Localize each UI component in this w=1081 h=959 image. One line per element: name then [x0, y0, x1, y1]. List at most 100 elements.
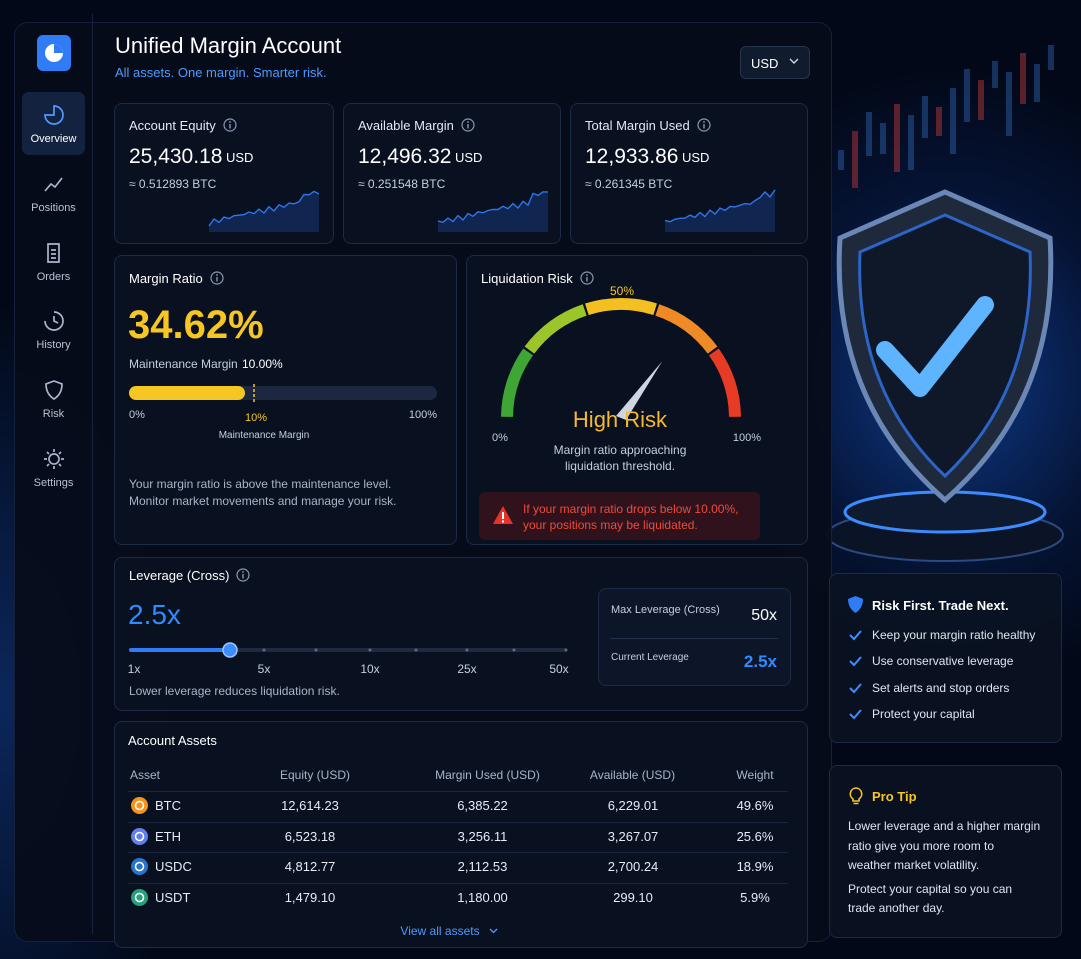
pro-tip-line: ratio give you more room to [848, 838, 995, 853]
maintenance-label: Maintenance Margin [129, 357, 238, 371]
shape [849, 630, 862, 641]
candle [936, 107, 942, 136]
warning-line: If your margin ratio drops below 10.00%, [523, 502, 739, 516]
candle [908, 115, 914, 170]
sparkline [208, 190, 320, 232]
leverage-note: Lower leverage reduces liquidation risk. [129, 684, 340, 698]
column-header: Margin Used (USD) [435, 768, 540, 782]
stat-btc: ≈ 0.251548 BTC [358, 177, 446, 191]
shape [229, 121, 231, 123]
shape [467, 121, 469, 123]
pro-tip-line: Protect your capital so you can [848, 881, 1013, 896]
shape [208, 190, 320, 227]
asset-cell: USDT [155, 890, 191, 906]
asset-cell: 12,614.23 [281, 798, 339, 813]
shape [849, 709, 862, 720]
candle [838, 150, 844, 170]
asset-cell: 4,812.77 [284, 859, 336, 875]
stat-btc: ≈ 0.261345 BTC [585, 177, 673, 191]
logo [37, 35, 71, 71]
shape [131, 827, 148, 845]
check-icon [849, 630, 862, 641]
shape [54, 44, 63, 53]
shape [849, 656, 862, 667]
maintenance-value: 10.00% [242, 357, 283, 371]
stat-label: Total Margin Used [585, 118, 690, 133]
gauge-label: 0% [492, 432, 508, 444]
shape [438, 191, 548, 232]
asset-cell: 6,523.18 [284, 828, 336, 844]
check-icon [849, 682, 862, 694]
shape [586, 274, 588, 276]
shape [502, 512, 504, 519]
stat-btc: ≈ 0.512893 BTC [129, 177, 217, 191]
currency-dropdown[interactable]: USD [740, 46, 810, 79]
tip-item: Set alerts and stop orders [872, 680, 1010, 695]
info-icon [697, 118, 711, 132]
card-title: Liquidation Risk [481, 271, 573, 286]
asset-cell: 5.9% [740, 890, 770, 906]
asset-cell: 18.9% [736, 859, 774, 875]
nav-item[interactable]: Settings [33, 477, 74, 489]
nav-item[interactable]: Positions [31, 201, 76, 214]
asset-cell: 49.6% [736, 798, 774, 813]
margin-bar [129, 384, 437, 404]
shape [236, 568, 250, 582]
candle [894, 104, 900, 172]
shape [664, 189, 776, 223]
status-note: liquidation threshold. [564, 459, 676, 473]
pro-tip-line: weather market volatility. [848, 858, 980, 872]
nav-item[interactable]: Overview [30, 133, 77, 145]
tip-item: Keep your margin ratio healthy [872, 628, 1036, 642]
note-line: Monitor market movements and manage your… [129, 494, 397, 508]
gauge-segment [524, 304, 587, 354]
shape [580, 271, 594, 285]
slider-knob [222, 642, 238, 658]
info-icon [210, 271, 224, 285]
gauge-segment [501, 348, 534, 418]
nav-item[interactable]: Orders [36, 270, 71, 283]
shape [209, 191, 319, 232]
risk-status: High Risk [572, 407, 668, 432]
card-title: Leverage (Cross) [129, 568, 230, 583]
warning-line: your positions may be liquidated. [523, 518, 698, 532]
checkmark [876, 296, 994, 397]
asset-cell: 2,700.24 [607, 859, 659, 875]
stat-value: 12,933.86 [585, 145, 679, 168]
scale-label: 0% [129, 409, 145, 421]
asset-cell: 6,385.22 [457, 798, 508, 813]
asset-cell: 6,229.01 [607, 798, 659, 813]
info-icon [223, 118, 237, 132]
shape [437, 191, 548, 224]
shape [216, 274, 218, 276]
stat-unit: USD [682, 150, 710, 165]
column-header: Asset [130, 768, 161, 782]
asset-cell: 299.10 [613, 890, 653, 906]
slider-dot [262, 648, 266, 652]
leverage-box [598, 588, 791, 686]
shape [44, 105, 64, 125]
gauge-segment [655, 304, 718, 354]
column-header: Available (USD) [589, 768, 676, 782]
stat-value: 12,496.32 [358, 145, 452, 168]
view-all-link[interactable]: View all assets [400, 924, 480, 938]
shape [242, 571, 244, 573]
nav-icon [47, 242, 60, 263]
current-leverage-label: Current Leverage [611, 652, 689, 663]
shape [129, 648, 567, 652]
asset-icon [131, 858, 148, 876]
shape [131, 858, 148, 876]
asset-cell: 2,112.53 [457, 859, 508, 875]
gauge-needle [616, 361, 663, 420]
pro-tip-line: trade another day. [848, 901, 945, 915]
sparkline [437, 191, 548, 232]
candle [1048, 45, 1054, 70]
tip-item: Protect your capital [872, 706, 975, 721]
pro-tip-card [829, 765, 1062, 938]
nav-item[interactable]: History [36, 339, 71, 352]
chevron [789, 58, 799, 64]
nav-item[interactable]: Risk [42, 408, 65, 421]
slider-tick: 1x [127, 662, 141, 676]
